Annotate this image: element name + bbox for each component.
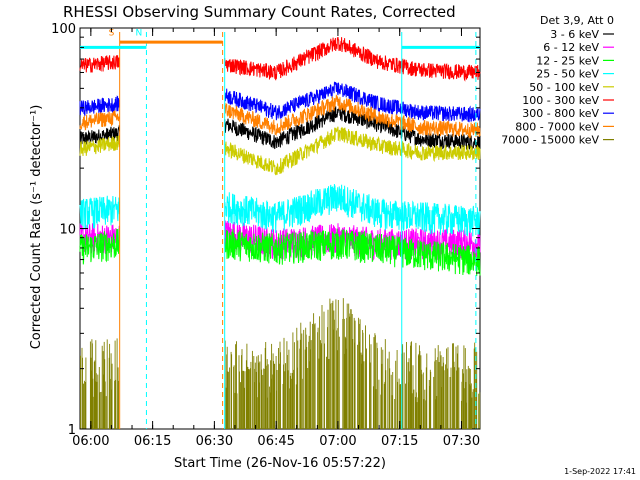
- series-12-25-kev: [79, 228, 481, 277]
- annotation-n: N: [135, 28, 142, 38]
- x-axis-label: Start Time (26-Nov-16 05:57:22): [174, 456, 386, 471]
- x-tick-label: 07:00: [319, 434, 356, 449]
- series-25-50-kev: [79, 183, 481, 237]
- timestamp: 1-Sep-2022 17:41: [564, 467, 636, 476]
- legend-entry: 7000 - 15000 keV: [501, 134, 599, 147]
- annotation-s: S: [109, 28, 115, 38]
- legend-entry: 50 - 100 keV: [529, 81, 599, 94]
- vline-layer: [119, 32, 477, 429]
- legend-entry: 300 - 800 keV: [522, 107, 599, 120]
- legend-header: Det 3,9, Att 0: [540, 14, 614, 27]
- axes-layer: 06:00 06:15 06:30 06:45 07:00 07:15 07:30 1 10 10…: [51, 22, 480, 449]
- y-axis-label: Corrected Count Rate (s⁻¹ detector⁻¹): [29, 105, 44, 350]
- x-tick-label: 06:15: [134, 434, 171, 449]
- x-tick-label: 06:45: [257, 434, 294, 449]
- legend-entry: 100 - 300 keV: [522, 94, 599, 107]
- x-tick-label: 07:15: [381, 434, 418, 449]
- y-tick-label: 100: [51, 22, 76, 37]
- y-tick-label: 1: [68, 423, 76, 438]
- x-tick-label: 06:00: [72, 434, 109, 449]
- chart-title: RHESSI Observing Summary Count Rates, Co…: [63, 3, 456, 21]
- x-tick-label: 07:30: [443, 434, 480, 449]
- y-tick-label: 10: [59, 223, 76, 238]
- legend-entry: 12 - 25 keV: [536, 54, 599, 67]
- legend-entry: 3 - 6 keV: [550, 28, 599, 41]
- series-100-300-kev: [79, 37, 481, 82]
- series-300-800-kev: [79, 81, 481, 123]
- x-tick-label: 06:30: [196, 434, 233, 449]
- series-800-7000-kev: [79, 94, 481, 139]
- legend-entry: 25 - 50 keV: [536, 68, 599, 81]
- series-7000-15000-kev: [80, 298, 481, 429]
- series-50-100-kev: [79, 126, 481, 176]
- legend-entry: 6 - 12 keV: [543, 41, 599, 54]
- series-layer: [79, 37, 481, 429]
- legend-entry: 800 - 7000 keV: [515, 120, 599, 133]
